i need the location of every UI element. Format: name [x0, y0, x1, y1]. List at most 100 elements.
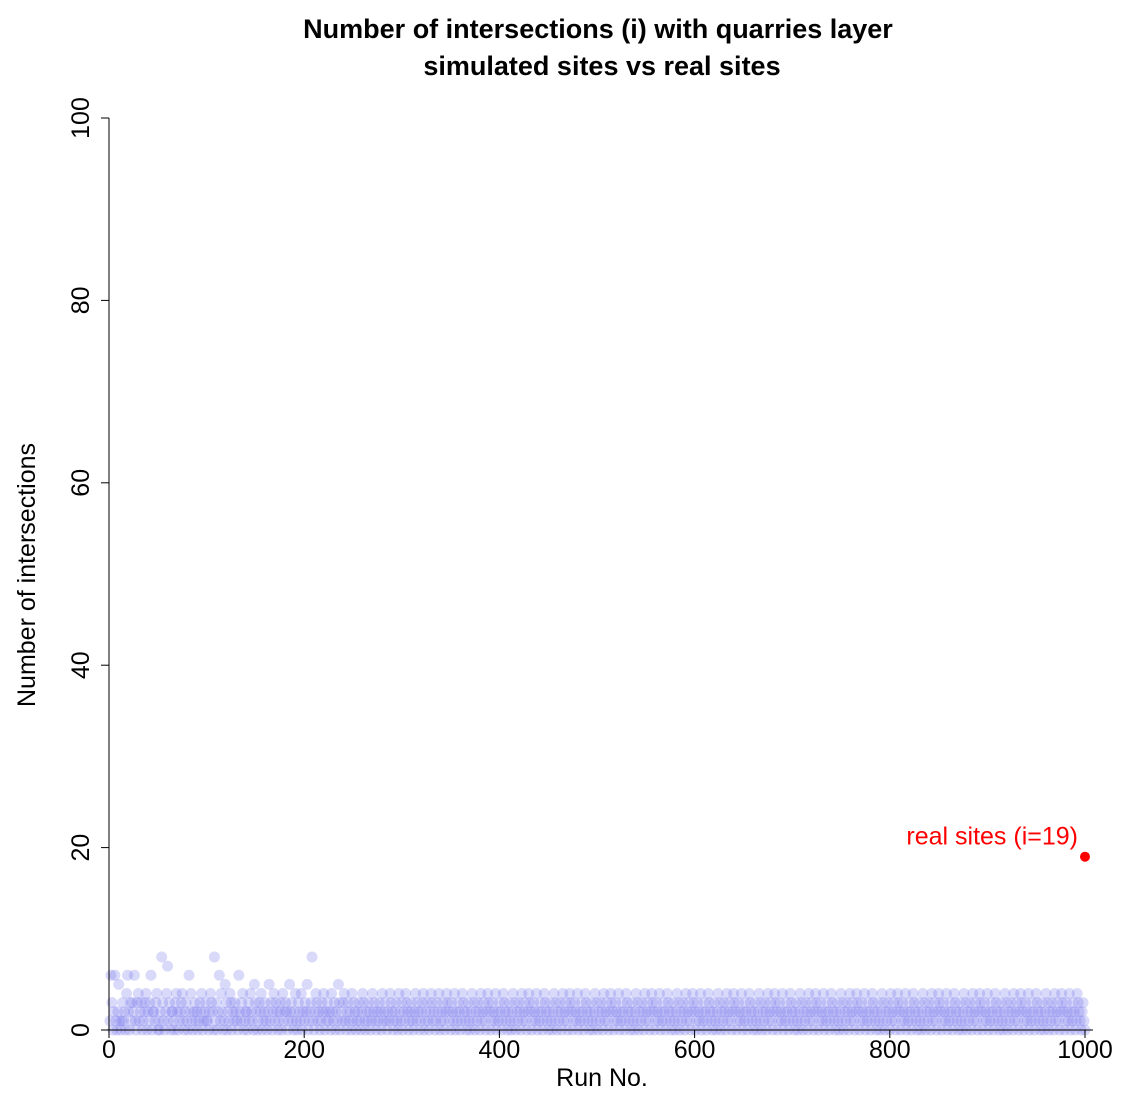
simulated-point: [144, 997, 156, 1009]
simulated-point: [836, 1015, 848, 1027]
simulated-point: [691, 1015, 703, 1027]
simulated-point: [317, 1006, 329, 1018]
simulated-point: [1030, 988, 1042, 1000]
simulated-point: [386, 1006, 398, 1018]
simulated-point: [275, 997, 287, 1009]
simulated-point: [868, 1006, 880, 1018]
simulated-point: [973, 1006, 985, 1018]
simulated-point: [518, 1006, 530, 1018]
simulated-point: [965, 1006, 977, 1018]
simulated-point: [122, 969, 134, 981]
simulated-point: [983, 1006, 995, 1018]
simulated-point: [934, 997, 946, 1009]
simulated-point: [298, 1015, 310, 1027]
simulated-point: [913, 997, 925, 1009]
simulated-point: [990, 997, 1002, 1009]
simulated-point: [794, 988, 806, 1000]
simulated-point: [697, 1015, 709, 1027]
simulated-point: [716, 1006, 728, 1018]
simulated-point: [944, 997, 956, 1009]
simulated-point: [886, 1015, 898, 1027]
simulated-point: [937, 1015, 949, 1027]
simulated-point: [607, 1006, 619, 1018]
simulated-point: [174, 1006, 186, 1018]
simulated-point: [489, 1015, 501, 1027]
simulated-point: [357, 988, 369, 1000]
simulated-point: [462, 997, 474, 1009]
simulated-point: [233, 969, 245, 981]
simulated-point: [377, 1015, 389, 1027]
simulated-point: [744, 997, 756, 1009]
simulated-point: [300, 1006, 312, 1018]
simulated-point: [650, 1015, 662, 1027]
simulated-point: [478, 997, 490, 1009]
simulated-point: [707, 1006, 719, 1018]
simulated-point: [384, 988, 396, 1000]
simulated-point: [724, 997, 736, 1009]
simulated-point: [570, 1006, 582, 1018]
simulated-point: [921, 1006, 933, 1018]
simulated-point: [568, 1015, 580, 1027]
simulated-point: [968, 1015, 980, 1027]
simulated-point: [693, 1006, 705, 1018]
simulated-point: [114, 1015, 126, 1027]
simulated-point: [889, 1015, 901, 1027]
simulated-point: [164, 997, 176, 1009]
simulated-point: [374, 1006, 386, 1018]
simulated-point: [222, 1006, 234, 1018]
simulated-point: [379, 997, 391, 1009]
simulated-point: [763, 1015, 775, 1027]
simulated-point: [903, 997, 915, 1009]
simulated-point: [1051, 1006, 1063, 1018]
simulated-point: [574, 1015, 586, 1027]
simulated-point: [739, 997, 751, 1009]
simulated-point: [1020, 1006, 1032, 1018]
simulated-point: [292, 997, 304, 1009]
simulated-point: [1045, 1015, 1057, 1027]
simulated-point: [516, 988, 528, 1000]
simulated-point: [448, 1015, 460, 1027]
simulated-point: [571, 988, 583, 1000]
simulated-point: [1046, 997, 1058, 1009]
simulated-point: [322, 997, 334, 1009]
simulated-point: [1026, 997, 1038, 1009]
simulated-point: [540, 1006, 552, 1018]
simulated-point: [128, 969, 140, 981]
simulated-point: [784, 988, 796, 1000]
simulated-point: [323, 1015, 335, 1027]
simulated-point: [205, 997, 217, 1009]
simulated-point: [388, 1015, 400, 1027]
simulated-point: [876, 988, 888, 1000]
simulated-point: [938, 1006, 950, 1018]
simulated-point: [1032, 1006, 1044, 1018]
simulated-point: [509, 997, 521, 1009]
simulated-point: [878, 997, 890, 1009]
simulated-point: [718, 997, 730, 1009]
simulated-point: [862, 997, 874, 1009]
simulated-point: [167, 1015, 179, 1027]
simulated-point: [170, 988, 182, 1000]
simulated-point: [559, 1006, 571, 1018]
simulated-point: [734, 1015, 746, 1027]
simulated-point: [806, 997, 818, 1009]
simulated-point: [1042, 997, 1054, 1009]
simulated-point: [754, 1015, 766, 1027]
simulated-point: [528, 997, 540, 1009]
simulated-point: [699, 1006, 711, 1018]
simulated-point: [962, 1006, 974, 1018]
simulated-point: [621, 997, 633, 1009]
simulated-point: [430, 1015, 442, 1027]
simulated-point: [278, 1015, 290, 1027]
simulated-point: [406, 997, 418, 1009]
simulated-point: [828, 1015, 840, 1027]
simulated-point: [404, 1015, 416, 1027]
simulated-point: [906, 1015, 918, 1027]
simulated-point: [713, 1015, 725, 1027]
y-tick-label: 100: [67, 97, 95, 139]
simulated-point: [1072, 997, 1084, 1009]
simulated-point: [1061, 1006, 1073, 1018]
simulated-point: [757, 1006, 769, 1018]
simulated-point: [606, 997, 618, 1009]
simulated-point: [191, 1006, 203, 1018]
simulated-point: [277, 988, 289, 1000]
